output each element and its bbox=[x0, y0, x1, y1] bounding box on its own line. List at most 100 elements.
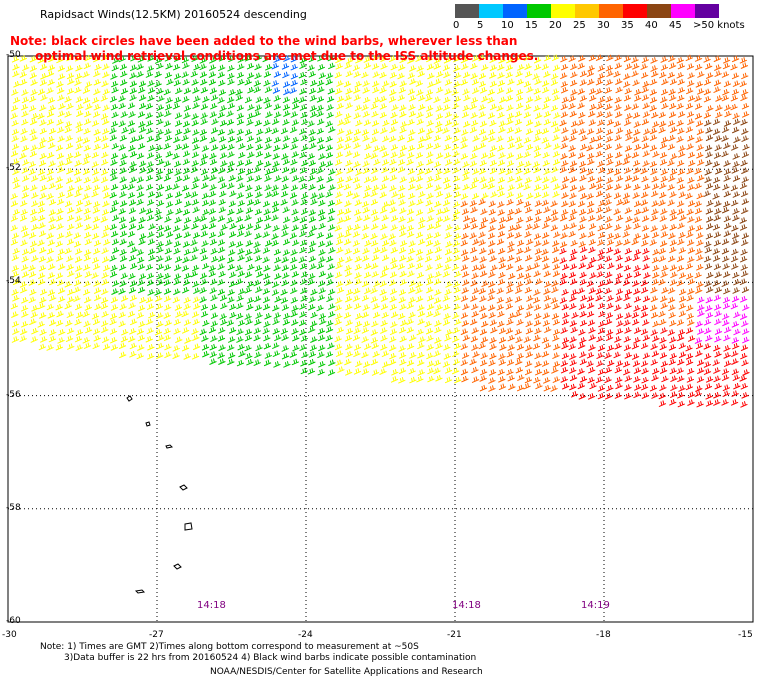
wind-barb bbox=[516, 78, 524, 86]
wind-barb bbox=[631, 70, 639, 78]
wind-barb bbox=[361, 71, 369, 79]
wind-barb bbox=[156, 87, 164, 95]
wind-barb bbox=[523, 183, 531, 191]
wind-barb bbox=[721, 94, 730, 102]
wind-barb bbox=[56, 152, 65, 160]
wind-barb bbox=[399, 56, 407, 64]
wind-barb bbox=[11, 158, 20, 165]
wind-barb bbox=[282, 81, 291, 88]
wind-barb bbox=[93, 70, 101, 78]
wind-barb bbox=[668, 134, 676, 142]
wind-barb bbox=[201, 145, 210, 152]
wind-barb bbox=[12, 70, 20, 78]
wind-barb bbox=[631, 175, 640, 182]
wind-barb bbox=[217, 97, 225, 104]
wind-barb bbox=[19, 78, 28, 86]
wind-barb bbox=[317, 183, 326, 191]
wind-barb bbox=[39, 63, 48, 71]
wind-barb bbox=[217, 129, 226, 136]
wind-barb bbox=[301, 159, 309, 167]
wind-barb bbox=[66, 54, 74, 62]
wind-barb bbox=[264, 175, 272, 182]
wind-barb bbox=[389, 174, 398, 182]
wind-barb bbox=[687, 151, 696, 159]
wind-barb bbox=[110, 159, 118, 166]
wind-barb bbox=[379, 145, 387, 152]
wind-barb bbox=[399, 176, 407, 183]
color-scale-swatch bbox=[575, 4, 599, 18]
wind-barb bbox=[561, 127, 569, 134]
wind-barb bbox=[118, 144, 126, 151]
wind-barb bbox=[587, 65, 595, 72]
wind-barb bbox=[21, 96, 30, 104]
wind-barb bbox=[74, 86, 82, 94]
wind-barb bbox=[274, 175, 282, 182]
wind-barb bbox=[92, 111, 101, 118]
wind-barb bbox=[325, 160, 334, 168]
wind-barb bbox=[379, 71, 387, 79]
wind-barb bbox=[533, 88, 541, 95]
wind-barb bbox=[264, 143, 272, 151]
wind-barb bbox=[514, 136, 523, 144]
wind-barb bbox=[397, 64, 406, 71]
wind-barb bbox=[712, 128, 721, 136]
wind-barb bbox=[246, 62, 255, 70]
wind-barb bbox=[316, 104, 324, 112]
wind-barb bbox=[48, 182, 56, 190]
wind-barb bbox=[588, 119, 596, 126]
wind-barb bbox=[687, 184, 695, 191]
wind-barb bbox=[28, 95, 37, 103]
wind-barb bbox=[370, 167, 379, 175]
wind-barb bbox=[498, 120, 507, 128]
wind-barb bbox=[632, 112, 641, 119]
wind-barb bbox=[442, 64, 451, 72]
wind-barb bbox=[632, 160, 641, 167]
wind-barb bbox=[281, 175, 290, 183]
color-scale-swatch bbox=[455, 4, 479, 18]
wind-barb bbox=[407, 72, 415, 80]
wind-barb bbox=[631, 103, 640, 111]
wind-barb bbox=[624, 175, 633, 182]
wind-barb bbox=[210, 102, 218, 110]
wind-barb bbox=[208, 78, 217, 86]
wind-barb bbox=[129, 80, 138, 88]
wind-barb bbox=[83, 144, 91, 152]
wind-barb bbox=[686, 63, 695, 70]
wind-barb bbox=[615, 143, 623, 151]
wind-barb bbox=[704, 176, 712, 184]
wind-barb bbox=[389, 166, 397, 174]
wind-barb bbox=[39, 174, 47, 182]
longitude-label: -30 bbox=[2, 630, 17, 640]
wind-barb bbox=[613, 169, 622, 176]
wind-barb bbox=[634, 89, 642, 96]
wind-barb bbox=[433, 161, 442, 168]
wind-barb bbox=[633, 121, 641, 128]
wind-barb bbox=[174, 120, 183, 127]
wind-barb bbox=[425, 94, 433, 102]
wind-barb bbox=[209, 158, 218, 166]
wind-barb bbox=[255, 143, 264, 151]
wind-barb bbox=[362, 87, 370, 94]
wind-barb bbox=[173, 79, 182, 87]
wind-barb bbox=[577, 119, 585, 126]
wind-barb bbox=[426, 120, 434, 127]
wind-barb bbox=[506, 160, 515, 167]
wind-barb bbox=[56, 119, 64, 126]
wind-barb bbox=[273, 56, 281, 63]
wind-barb bbox=[264, 64, 273, 71]
wind-barb bbox=[506, 126, 515, 134]
wind-barb bbox=[732, 153, 740, 160]
wind-barb bbox=[651, 70, 659, 78]
wind-barb bbox=[595, 88, 603, 95]
wind-barb bbox=[615, 151, 623, 159]
wind-barb bbox=[147, 95, 155, 102]
wind-barb bbox=[624, 104, 632, 111]
wind-barb bbox=[496, 87, 505, 95]
wind-barb bbox=[166, 78, 174, 86]
wind-barb bbox=[46, 168, 55, 176]
wind-barb bbox=[505, 95, 514, 102]
wind-barb bbox=[336, 136, 345, 144]
wind-barb bbox=[408, 95, 417, 102]
wind-barb bbox=[615, 175, 624, 182]
wind-barb bbox=[479, 176, 487, 184]
